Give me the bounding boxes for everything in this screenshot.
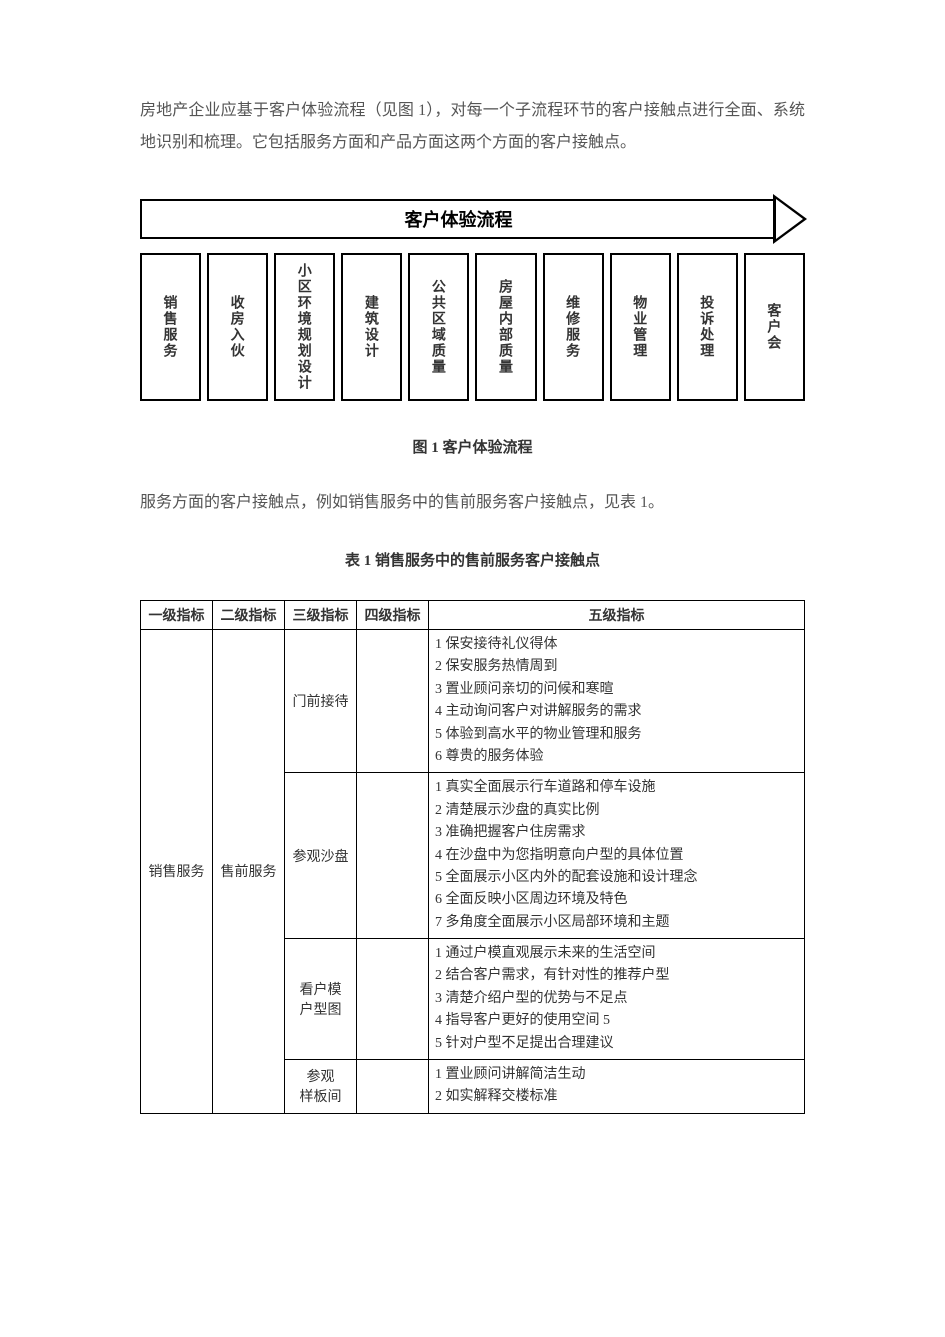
flow-boxes-row: 销售服务 收房入伙 小区环境规划设计 建筑设计 公共区域质量 房屋内部质量 维修… [140,253,805,401]
flow-box: 维修服务 [543,253,604,401]
list-item: 5 全面展示小区内外的配套设施和设计理念 [435,867,798,889]
list-item: 4 指导客户更好的使用空间 5 [435,1010,798,1032]
th-level5: 五级指标 [429,601,805,630]
th-level2: 二级指标 [213,601,285,630]
flow-box: 建筑设计 [341,253,402,401]
list-item: 2 结合客户需求，有针对性的推荐户型 [435,965,798,987]
flow-box: 房屋内部质量 [475,253,536,401]
figure-caption: 图 1 客户体验流程 [140,436,805,457]
flow-box: 小区环境规划设计 [274,253,335,401]
cell-level5: 1 保安接待礼仪得体2 保安服务热情周到3 置业顾问亲切的问候和寒暄4 主动询问… [429,630,805,773]
list-item: 1 通过户模直观展示未来的生活空间 [435,943,798,965]
list-item: 6 全面反映小区周边环境及特色 [435,889,798,911]
flow-box: 客户会 [744,253,805,401]
cell-level3: 门前接待 [285,630,357,773]
flow-box: 投诉处理 [677,253,738,401]
cell-level5: 1 通过户模直观展示未来的生活空间2 结合客户需求，有针对性的推荐户型3 清楚介… [429,939,805,1060]
cell-level2: 售前服务 [213,630,285,1114]
list-item: 3 准确把握客户住房需求 [435,822,798,844]
intro-paragraph: 房地产企业应基于客户体验流程（见图 1），对每一个子流程环节的客户接触点进行全面… [140,95,805,159]
flow-box: 销售服务 [140,253,201,401]
list-item: 2 保安服务热情周到 [435,656,798,678]
list-item: 4 在沙盘中为您指明意向户型的具体位置 [435,845,798,867]
table-header-row: 一级指标 二级指标 三级指标 四级指标 五级指标 [141,601,805,630]
list-item: 3 置业顾问亲切的问候和寒暄 [435,679,798,701]
cell-level4 [357,939,429,1060]
arrow-head-icon [773,194,807,244]
list-item: 4 主动询问客户对讲解服务的需求 [435,701,798,723]
list-item: 1 真实全面展示行车道路和停车设施 [435,777,798,799]
mid-paragraph: 服务方面的客户接触点，例如销售服务中的售前服务客户接触点，见表 1。 [140,487,805,519]
list-item: 1 保安接待礼仪得体 [435,634,798,656]
cell-level4 [357,1060,429,1114]
list-item: 5 体验到高水平的物业管理和服务 [435,724,798,746]
cell-level4 [357,630,429,773]
cell-level1: 销售服务 [141,630,213,1114]
cell-level4 [357,773,429,939]
cell-level3: 参观沙盘 [285,773,357,939]
list-item: 6 尊贵的服务体验 [435,746,798,768]
table-row: 销售服务售前服务门前接待1 保安接待礼仪得体2 保安服务热情周到3 置业顾问亲切… [141,630,805,773]
arrow-header: 客户体验流程 [140,199,805,241]
flow-diagram: 客户体验流程 销售服务 收房入伙 小区环境规划设计 建筑设计 公共区域质量 房屋… [140,199,805,401]
list-item: 1 置业顾问讲解简洁生动 [435,1064,798,1086]
flow-box: 收房入伙 [207,253,268,401]
arrow-body-label: 客户体验流程 [140,199,775,239]
touchpoint-table: 一级指标 二级指标 三级指标 四级指标 五级指标 销售服务售前服务门前接待 1 保… [140,600,805,1114]
th-level4: 四级指标 [357,601,429,630]
cell-level5: 1 真实全面展示行车道路和停车设施2 清楚展示沙盘的真实比例3 准确把握客户住房… [429,773,805,939]
flow-box: 物业管理 [610,253,671,401]
cell-level5: 1 置业顾问讲解简洁生动2 如实解释交楼标准 [429,1060,805,1114]
list-item: 2 清楚展示沙盘的真实比例 [435,800,798,822]
list-item: 7 多角度全面展示小区局部环境和主题 [435,912,798,934]
list-item: 3 清楚介绍户型的优势与不足点 [435,988,798,1010]
cell-level3: 参观 样板间 [285,1060,357,1114]
flow-box: 公共区域质量 [408,253,469,401]
table-caption: 表 1 销售服务中的售前服务客户接触点 [140,549,805,570]
th-level3: 三级指标 [285,601,357,630]
list-item: 5 针对户型不足提出合理建议 [435,1033,798,1055]
th-level1: 一级指标 [141,601,213,630]
cell-level3: 看户模 户型图 [285,939,357,1060]
list-item: 2 如实解释交楼标准 [435,1086,798,1108]
